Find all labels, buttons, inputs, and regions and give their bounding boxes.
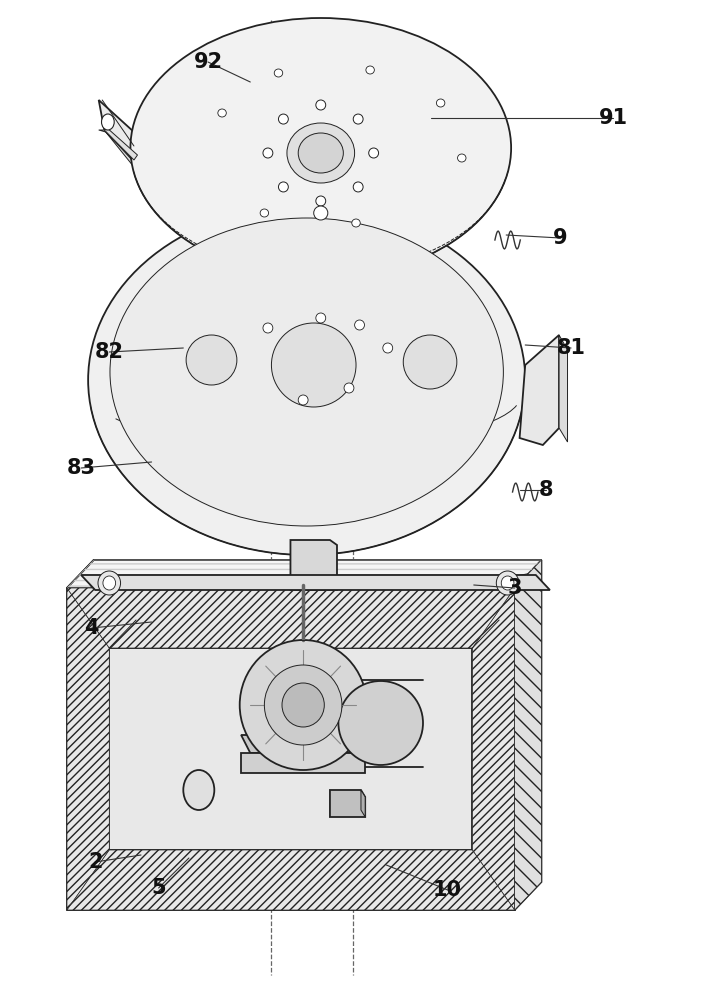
Text: 81: 81: [556, 338, 586, 358]
Text: 82: 82: [94, 342, 124, 362]
Ellipse shape: [88, 205, 525, 555]
Ellipse shape: [260, 209, 269, 217]
Ellipse shape: [352, 219, 360, 227]
Ellipse shape: [110, 218, 503, 526]
Ellipse shape: [353, 114, 363, 124]
Ellipse shape: [186, 335, 237, 385]
Ellipse shape: [338, 681, 423, 765]
Ellipse shape: [274, 69, 283, 77]
Text: 91: 91: [599, 108, 628, 128]
Text: 9: 9: [553, 228, 568, 248]
Ellipse shape: [316, 196, 326, 206]
Text: 10: 10: [433, 880, 462, 900]
Ellipse shape: [355, 320, 364, 330]
Polygon shape: [520, 335, 559, 445]
Polygon shape: [515, 560, 541, 910]
Ellipse shape: [436, 99, 445, 107]
Polygon shape: [99, 130, 134, 167]
Ellipse shape: [458, 154, 466, 162]
Ellipse shape: [287, 123, 355, 183]
Polygon shape: [67, 850, 515, 910]
Polygon shape: [67, 560, 541, 588]
Ellipse shape: [278, 182, 288, 192]
Ellipse shape: [298, 395, 308, 405]
Ellipse shape: [264, 665, 342, 745]
Ellipse shape: [366, 66, 374, 74]
Ellipse shape: [298, 133, 343, 173]
Polygon shape: [110, 405, 503, 548]
Polygon shape: [290, 540, 337, 590]
Ellipse shape: [240, 640, 367, 770]
Polygon shape: [67, 560, 541, 588]
Ellipse shape: [353, 182, 363, 192]
Text: 83: 83: [66, 458, 96, 478]
Polygon shape: [241, 753, 365, 773]
Ellipse shape: [102, 114, 114, 130]
Polygon shape: [472, 588, 515, 910]
Ellipse shape: [98, 571, 121, 595]
Ellipse shape: [183, 770, 214, 810]
Ellipse shape: [314, 206, 328, 220]
Polygon shape: [559, 335, 568, 442]
Polygon shape: [109, 648, 472, 850]
Text: 92: 92: [193, 52, 223, 72]
Ellipse shape: [271, 323, 356, 407]
Polygon shape: [85, 577, 293, 635]
Text: 8: 8: [539, 480, 553, 500]
Ellipse shape: [103, 576, 116, 590]
Ellipse shape: [496, 571, 519, 595]
Ellipse shape: [369, 148, 379, 158]
Ellipse shape: [316, 313, 326, 323]
Ellipse shape: [263, 148, 273, 158]
Ellipse shape: [218, 109, 226, 117]
Text: 5: 5: [152, 878, 166, 898]
Ellipse shape: [501, 576, 514, 590]
Text: 4: 4: [85, 618, 99, 638]
Polygon shape: [81, 575, 550, 590]
Ellipse shape: [344, 383, 354, 393]
Text: 2: 2: [88, 852, 102, 872]
Text: 3: 3: [508, 578, 522, 598]
Ellipse shape: [403, 335, 457, 389]
Polygon shape: [99, 100, 134, 162]
Polygon shape: [330, 790, 365, 817]
Ellipse shape: [316, 100, 326, 110]
Ellipse shape: [130, 18, 511, 278]
Polygon shape: [67, 588, 515, 648]
Polygon shape: [67, 588, 109, 910]
Ellipse shape: [282, 683, 324, 727]
Ellipse shape: [263, 323, 273, 333]
Ellipse shape: [383, 343, 393, 353]
Polygon shape: [104, 128, 137, 160]
Polygon shape: [361, 790, 365, 817]
Ellipse shape: [278, 114, 288, 124]
Polygon shape: [326, 573, 546, 633]
Polygon shape: [241, 735, 377, 753]
Polygon shape: [67, 588, 515, 910]
Polygon shape: [515, 560, 541, 910]
